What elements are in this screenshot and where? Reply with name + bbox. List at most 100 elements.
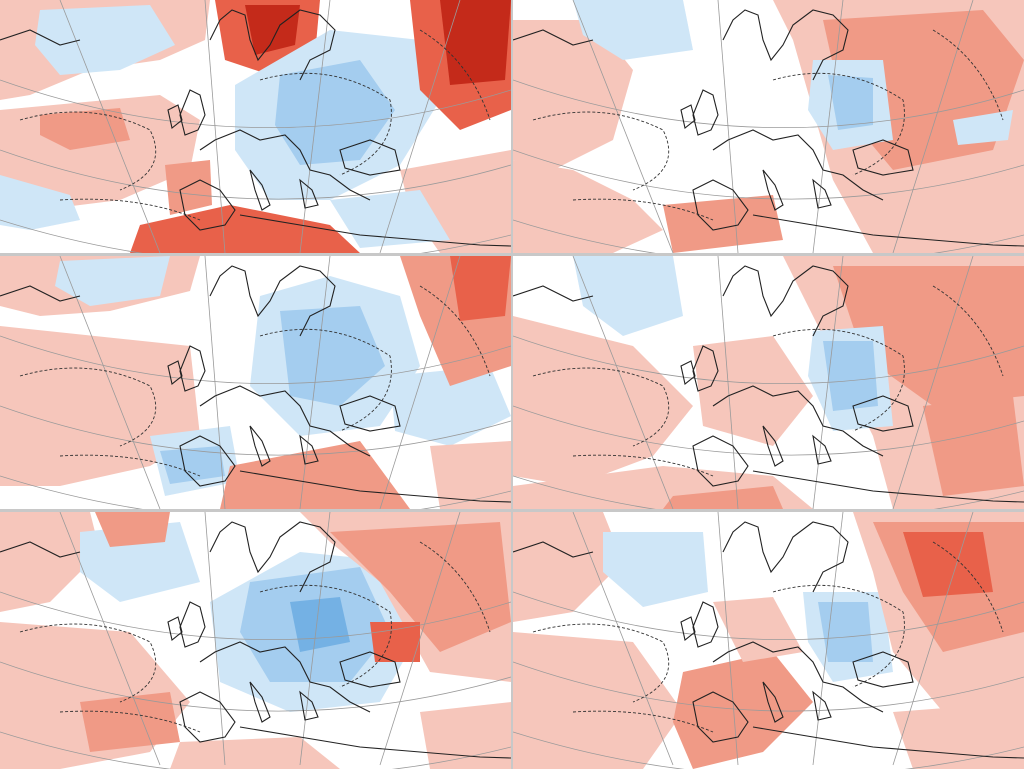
warm-light-anomaly-region — [0, 512, 100, 612]
anomaly-layer — [0, 256, 511, 509]
graticule-line — [204, 512, 226, 766]
warm-strong-anomaly-region — [450, 256, 511, 321]
coastline — [680, 360, 696, 385]
graticule-line — [0, 219, 511, 253]
contour-layer — [19, 285, 491, 477]
dashed-contour — [259, 328, 392, 432]
warm-light-anomaly-region — [713, 597, 803, 662]
graticule-layer — [0, 0, 511, 253]
graticule-line — [513, 731, 1024, 769]
coastline — [722, 265, 849, 337]
coastline — [852, 651, 914, 688]
graticule-line — [892, 512, 974, 766]
warm-strong-anomaly-region — [370, 622, 420, 662]
graticule-line — [0, 335, 511, 385]
coastline — [712, 129, 884, 201]
coastline — [692, 179, 749, 231]
warm-light-anomaly-region — [170, 737, 340, 769]
graticule-line — [59, 0, 161, 253]
graticule-line — [513, 149, 1024, 200]
coastline — [762, 681, 784, 723]
anomaly-layer — [513, 256, 1024, 509]
map-svg — [513, 512, 1024, 769]
cold-medium-anomaly-region — [280, 306, 385, 406]
warm-medium-anomaly-region — [80, 692, 180, 752]
graticule-line — [892, 256, 974, 509]
graticule-line — [513, 219, 1024, 253]
cold-light-anomaly-region — [573, 0, 693, 60]
map-svg — [0, 256, 511, 509]
coastline — [712, 385, 884, 457]
coastline — [199, 129, 371, 201]
map-svg — [0, 512, 511, 769]
coastline — [209, 9, 336, 81]
graticule-line — [299, 512, 331, 766]
coastline — [167, 616, 183, 641]
cold-medium-anomaly-region — [823, 341, 878, 411]
coastline — [209, 265, 336, 337]
warm-extreme-anomaly-region — [440, 0, 511, 85]
graticule-line — [812, 0, 844, 253]
map-panel-5 — [0, 512, 511, 769]
graticule-layer — [0, 256, 511, 509]
graticule-line — [812, 512, 844, 766]
graticule-line — [513, 591, 1024, 641]
coastline — [752, 214, 1024, 247]
horizontal-divider-1 — [0, 253, 1024, 256]
coastline — [249, 425, 271, 467]
coastline — [812, 178, 832, 209]
dashed-contour — [572, 454, 714, 477]
coastline — [0, 29, 81, 46]
coastline — [513, 285, 594, 302]
coastline — [239, 470, 511, 503]
cold-medium-anomaly-region — [160, 446, 225, 484]
coastline — [692, 89, 719, 136]
cold-light-anomaly-region — [603, 532, 708, 607]
graticule-line — [812, 256, 844, 509]
coastline — [299, 434, 319, 465]
dashed-contour — [572, 198, 714, 221]
dashed-contour — [772, 72, 905, 176]
coastline-layer — [0, 521, 511, 759]
coastline — [167, 360, 183, 385]
coastline — [722, 521, 849, 593]
coastline — [513, 541, 594, 558]
graticule-line — [59, 512, 161, 766]
dashed-contour — [19, 111, 157, 191]
dashed-contour — [772, 584, 905, 688]
cold-medium-anomaly-region — [828, 75, 873, 130]
dashed-contour — [59, 198, 201, 221]
coastline — [249, 169, 271, 211]
warm-medium-anomaly-region — [833, 266, 1024, 406]
graticule-line — [299, 256, 331, 509]
coastline — [239, 214, 511, 247]
cold-light-anomaly-region — [0, 175, 80, 230]
contour-layer — [19, 29, 491, 221]
coastline — [299, 178, 319, 209]
dashed-contour — [259, 584, 392, 688]
graticule-line — [0, 661, 511, 712]
coastline — [680, 104, 696, 129]
dashed-contour — [532, 367, 670, 447]
graticule-line — [513, 79, 1024, 129]
map-panel-6 — [513, 512, 1024, 769]
warm-medium-anomaly-region — [923, 396, 1024, 496]
graticule-line — [0, 475, 511, 509]
coastline — [179, 345, 206, 392]
graticule-line — [204, 256, 226, 509]
graticule-line — [717, 0, 739, 253]
warm-light-anomaly-region — [430, 441, 511, 509]
dashed-contour — [419, 285, 491, 377]
map-panel-2 — [513, 0, 1024, 253]
dashed-contour — [572, 710, 714, 733]
cold-strong-anomaly-region — [290, 597, 350, 652]
warm-medium-anomaly-region — [663, 486, 783, 509]
coastline-layer — [513, 9, 1024, 247]
dashed-contour — [59, 710, 201, 733]
map-panel-3 — [0, 256, 511, 509]
warm-light-anomaly-region — [513, 316, 693, 486]
coastline — [692, 691, 749, 743]
warm-light-anomaly-region — [693, 336, 813, 446]
coastline — [752, 470, 1024, 503]
